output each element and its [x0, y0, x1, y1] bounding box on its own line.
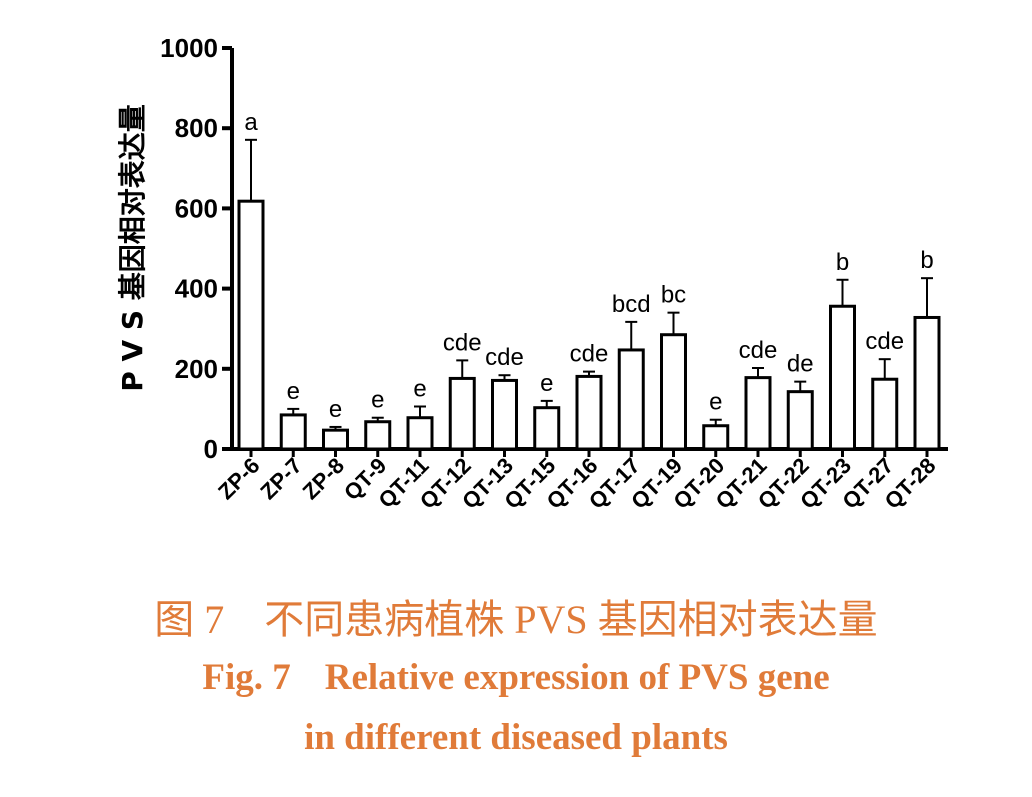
y-tick-label: 0	[204, 434, 218, 464]
bar	[871, 377, 899, 451]
figure-panel: 0 200 400 600 800 1000 P V S 基因相对表达量 a ZP-6 e ZP-7…	[116, 33, 948, 514]
significance-label: bcd	[612, 291, 651, 318]
y-tick-label: 400	[175, 274, 218, 304]
bar	[364, 420, 392, 451]
bar	[448, 376, 476, 451]
significance-label: b	[836, 249, 849, 276]
significance-label: bc	[661, 282, 686, 309]
significance-label: b	[920, 247, 933, 274]
bar	[744, 376, 772, 451]
y-axis-label: P V S 基因相对表达量	[116, 104, 149, 392]
caption-english-text-1: Relative expression of PVS gene	[324, 657, 830, 698]
caption-chinese-label: 图 7	[154, 597, 225, 642]
significance-label: a	[244, 109, 258, 136]
significance-label: e	[371, 387, 384, 414]
significance-label: e	[540, 370, 553, 397]
bar	[406, 416, 434, 451]
bar	[913, 315, 941, 451]
caption-english-label: Fig. 7	[202, 657, 291, 698]
x-tick-label: ZP-6	[213, 453, 264, 504]
significance-label: e	[287, 378, 300, 405]
caption-chinese-text: 不同患病植株 PVS 基因相对表达量	[264, 597, 878, 642]
bar	[533, 406, 561, 451]
y-tick-label: 200	[175, 354, 218, 384]
y-tick-label: 1000	[160, 33, 218, 63]
significance-label: de	[787, 351, 814, 378]
bar	[829, 304, 856, 451]
y-tick-label: 600	[175, 193, 218, 223]
y-tick-label: 800	[175, 113, 218, 143]
bar	[660, 333, 687, 451]
significance-label: e	[709, 389, 722, 416]
caption-english-text-2: in different diseased plants	[304, 717, 728, 758]
x-tick-label: ZP-8	[298, 453, 349, 504]
bar	[786, 390, 814, 451]
significance-label: e	[329, 396, 342, 423]
x-tick-label: ZP-7	[255, 453, 306, 504]
bar	[322, 428, 349, 451]
significance-label: cde	[443, 329, 482, 356]
bar	[491, 378, 518, 451]
significance-label: cde	[570, 341, 609, 368]
caption-english-line-2: in different diseased plants	[0, 716, 1032, 759]
significance-label: cde	[865, 328, 904, 355]
bar	[702, 424, 730, 451]
significance-label: cde	[485, 344, 524, 371]
caption-english-line-1: Fig. 7 Relative expression of PVS gene	[0, 656, 1032, 699]
bar	[575, 374, 603, 451]
bar	[237, 199, 265, 451]
bar-chart: 0 200 400 600 800 1000 P V S 基因相对表达量 a ZP-6 e ZP-7…	[116, 33, 948, 514]
bar	[279, 413, 307, 451]
significance-label: e	[413, 375, 426, 402]
caption-chinese: 图 7 不同患病植株 PVS 基因相对表达量	[0, 587, 1032, 645]
significance-label: cde	[739, 337, 778, 364]
bar	[617, 348, 645, 451]
